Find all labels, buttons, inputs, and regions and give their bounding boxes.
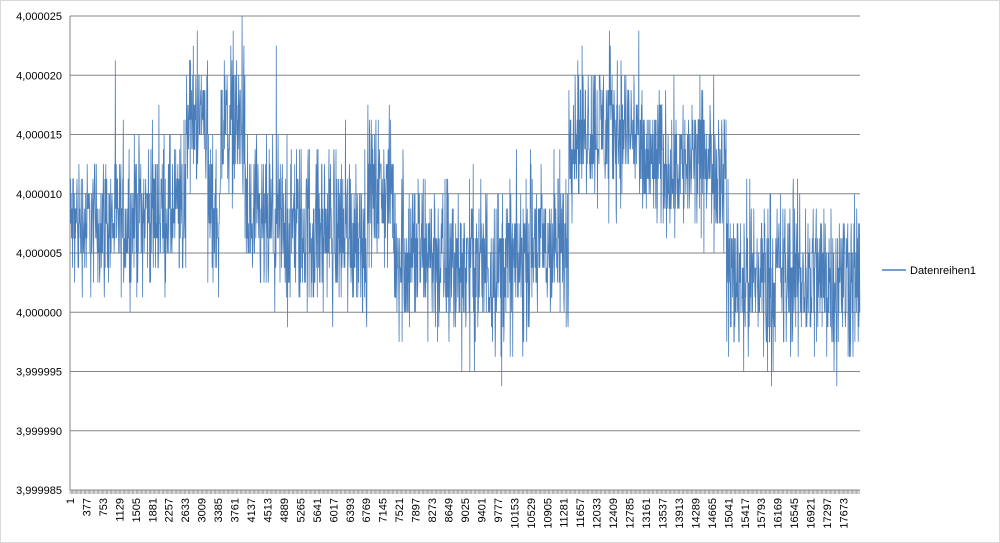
y-tick-label: 3,999995 xyxy=(16,367,62,379)
x-tick-label: 4513 xyxy=(262,498,274,522)
x-tick-label: 5641 xyxy=(312,498,324,522)
x-tick-label: 10905 xyxy=(542,498,554,529)
x-tick-label: 13537 xyxy=(657,498,669,529)
x-tick-label: 14289 xyxy=(690,498,702,529)
x-tick-label: 1505 xyxy=(131,498,143,522)
x-tick-label: 7145 xyxy=(378,498,390,522)
y-tick-label: 4,000020 xyxy=(16,70,62,82)
x-tick-label: 10529 xyxy=(526,498,538,529)
x-tick-label: 3385 xyxy=(213,498,225,522)
x-tick-label: 7897 xyxy=(411,498,423,522)
x-tick-label: 14665 xyxy=(707,498,719,529)
x-tick-label: 16169 xyxy=(773,498,785,529)
x-tick-label: 17673 xyxy=(838,498,850,529)
x-tick-label: 9025 xyxy=(460,498,472,522)
x-tick-label: 15793 xyxy=(756,498,768,529)
series-line xyxy=(69,15,861,387)
x-tick-label: 8273 xyxy=(427,498,439,522)
y-tick-label: 4,000000 xyxy=(16,307,62,319)
x-tick-label: 16921 xyxy=(806,498,818,529)
y-tick-label: 4,000025 xyxy=(16,11,62,23)
x-tick-label: 5265 xyxy=(295,498,307,522)
x-tick-label: 12033 xyxy=(592,498,604,529)
x-tick-label: 11281 xyxy=(559,498,571,528)
x-tick-label: 12785 xyxy=(625,498,637,529)
x-tick-label: 3761 xyxy=(230,498,242,522)
x-tick-label: 13161 xyxy=(641,498,653,529)
x-tick-label: 6393 xyxy=(345,498,357,522)
x-tick-label: 9401 xyxy=(476,498,488,522)
x-tick-label: 1881 xyxy=(147,498,159,522)
x-tick-label: 1129 xyxy=(114,498,126,522)
x-tick-label: 3009 xyxy=(197,498,209,522)
x-tick-label: 7521 xyxy=(394,498,406,522)
x-tick-label: 377 xyxy=(81,498,93,516)
x-tick-label: 1 xyxy=(65,498,77,504)
x-tick-label: 9777 xyxy=(493,498,505,522)
x-tick-label: 16545 xyxy=(789,498,801,529)
x-tick-label: 8649 xyxy=(444,498,456,522)
x-tick-label: 12409 xyxy=(608,498,620,529)
x-tick-label: 10153 xyxy=(509,498,521,529)
legend-label: Datenreihen1 xyxy=(910,265,976,277)
x-tick-label: 11657 xyxy=(575,498,587,528)
x-tick-label: 15041 xyxy=(723,498,735,529)
y-tick-label: 4,000010 xyxy=(16,189,62,201)
x-tick-label: 17297 xyxy=(822,498,834,529)
y-tick-label: 4,000015 xyxy=(16,130,62,142)
y-tick-label: 4,000005 xyxy=(16,248,62,260)
y-tick-label: 3,999985 xyxy=(16,485,62,497)
x-tick-label: 15417 xyxy=(740,498,752,529)
x-tick-label: 753 xyxy=(98,498,110,516)
x-tick-label: 4889 xyxy=(279,498,291,522)
x-tick-label: 2257 xyxy=(164,498,176,522)
x-tick-label: 6017 xyxy=(328,498,340,522)
x-tick-label: 13913 xyxy=(674,498,686,529)
y-tick-label: 3,999990 xyxy=(16,426,62,438)
x-tick-label: 4137 xyxy=(246,498,258,522)
x-tick-label: 2633 xyxy=(180,498,192,522)
x-tick-label: 6769 xyxy=(361,498,373,522)
